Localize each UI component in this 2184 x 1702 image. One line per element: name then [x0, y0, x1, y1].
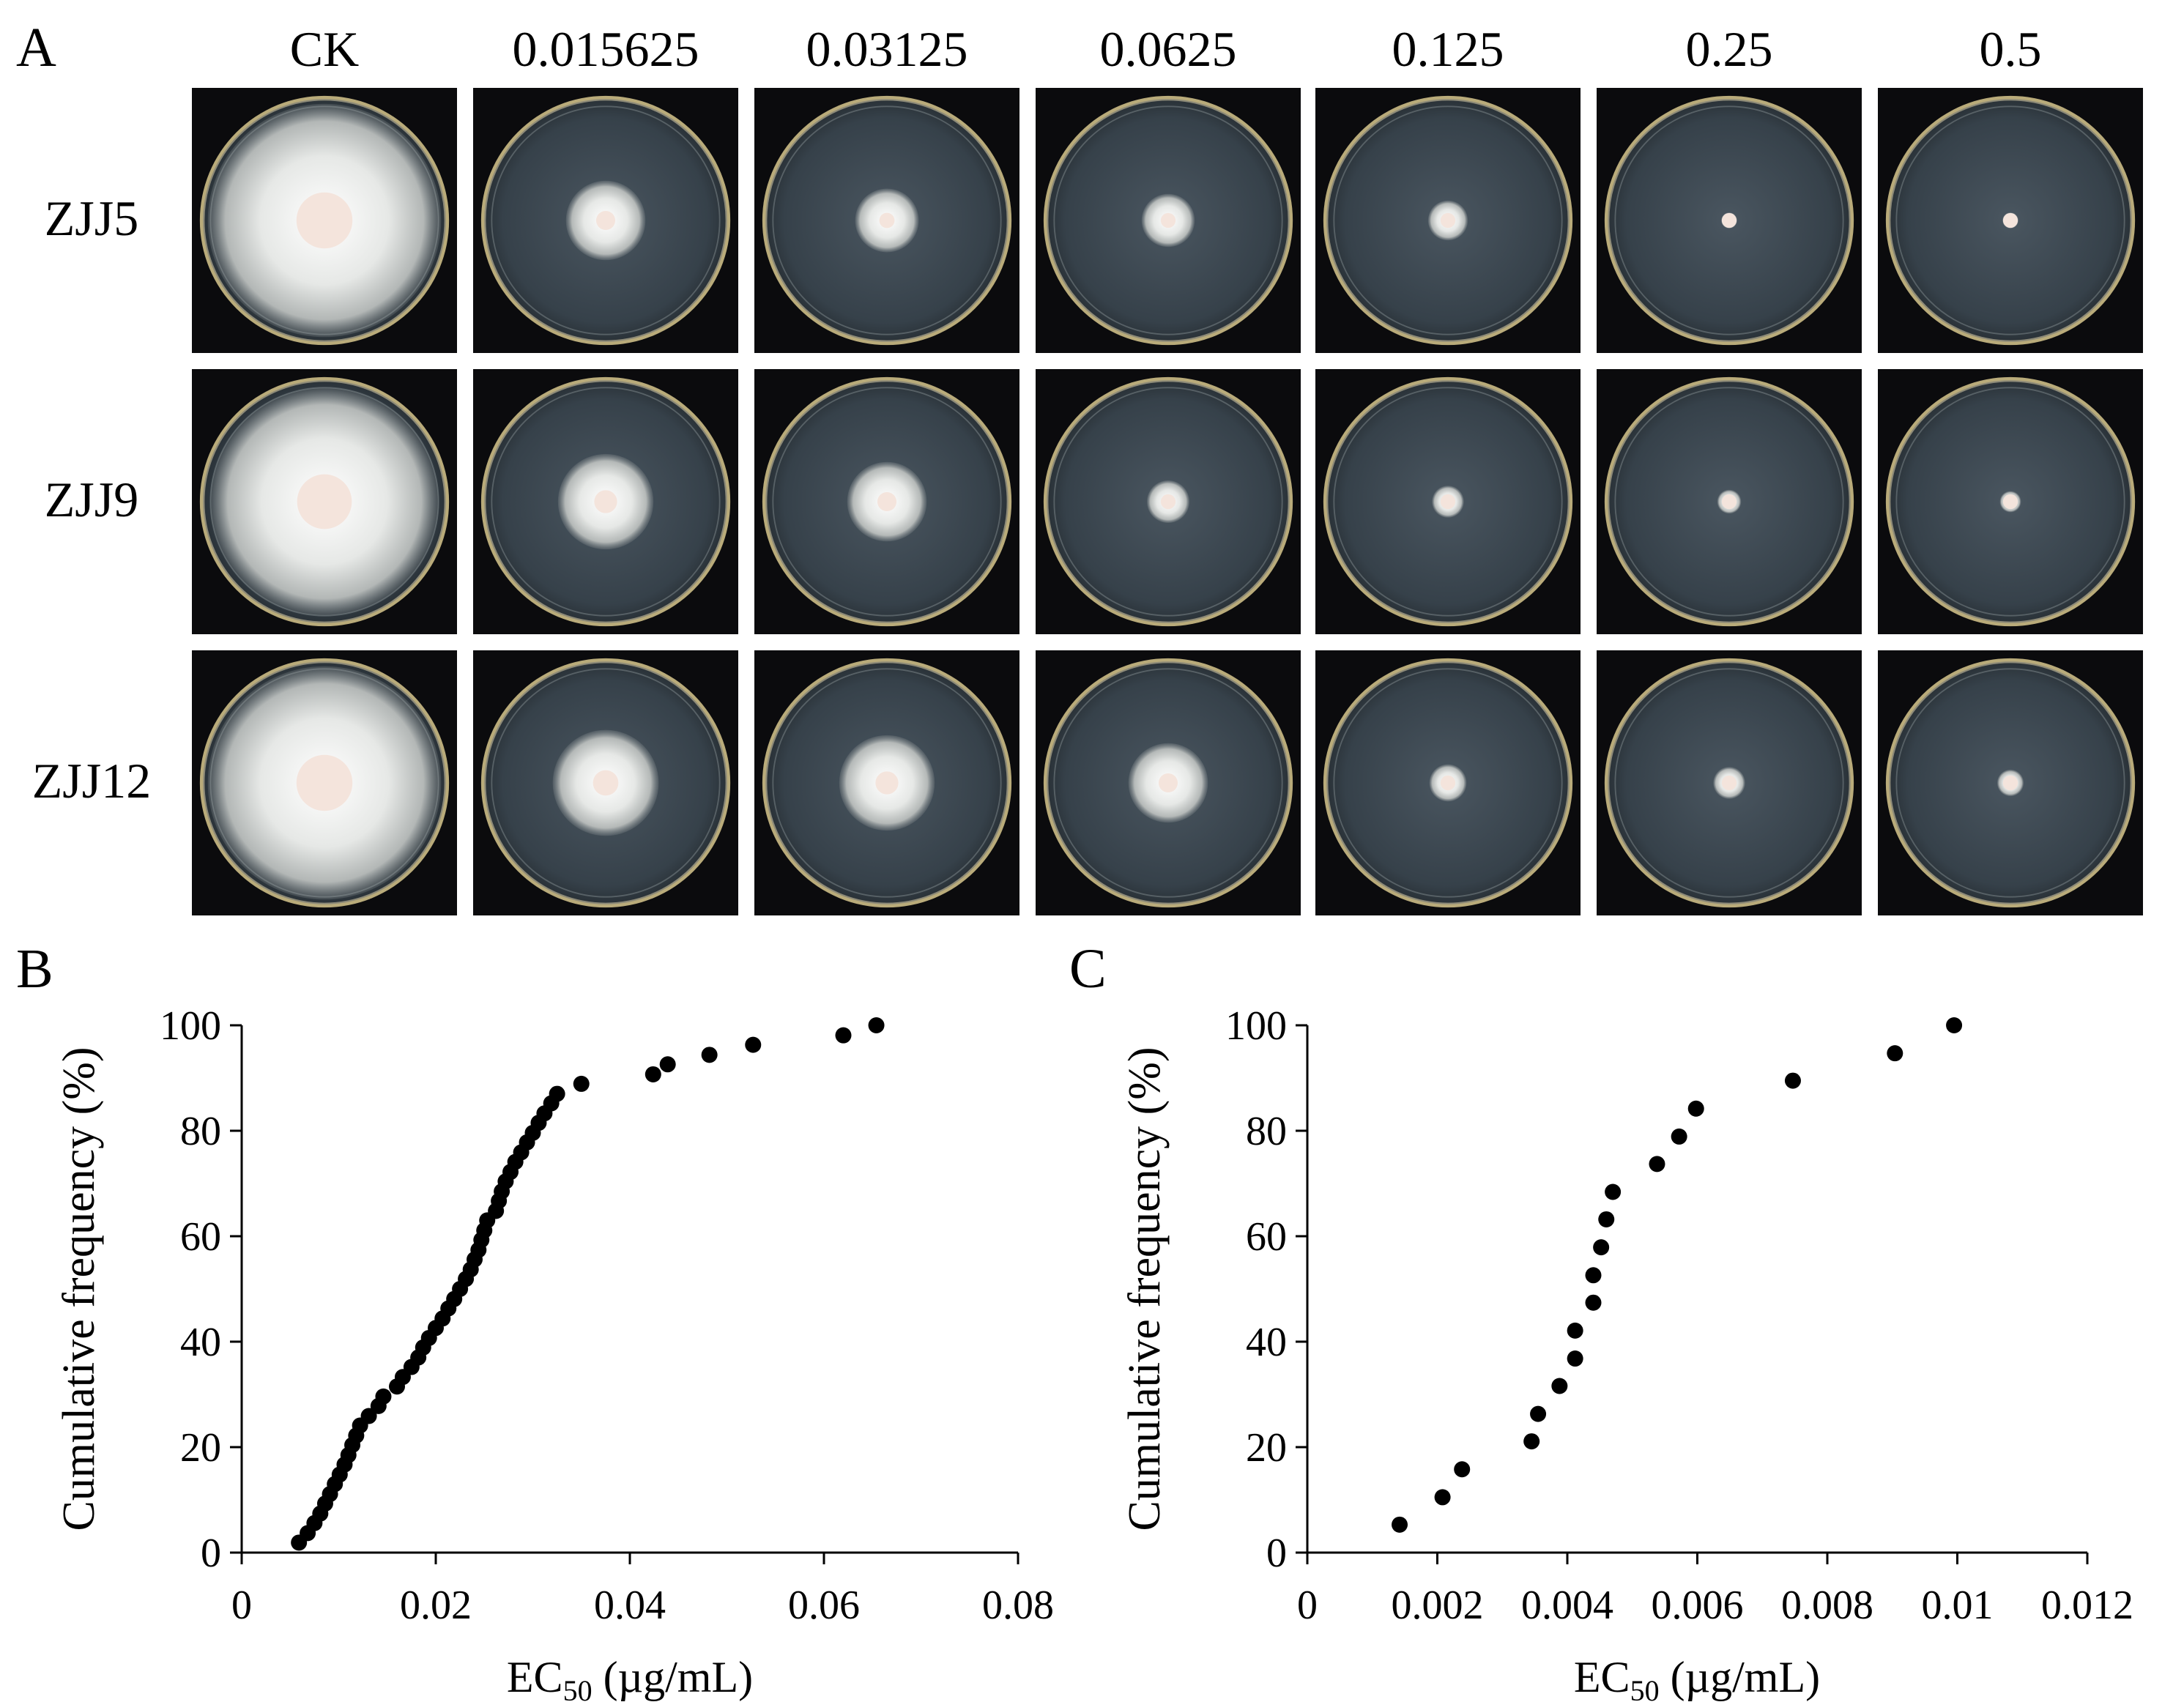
x-axis-label: EC50 (µg/mL): [1574, 1653, 1820, 1702]
y-tick-label: 20: [180, 1425, 221, 1471]
data-point: [573, 1075, 590, 1092]
y-tick-label: 40: [1246, 1320, 1287, 1365]
data-point: [835, 1027, 852, 1044]
data-point: [1887, 1045, 1903, 1062]
petri-dish-photo: [1597, 88, 1862, 353]
y-tick-label: 80: [180, 1109, 221, 1154]
y-tick-label: 40: [180, 1320, 221, 1365]
y-tick-label: 100: [160, 1003, 221, 1049]
y-axis-label: Cumulative frequency (%): [1120, 1047, 1170, 1531]
isolate-label: ZJJ5: [44, 190, 139, 246]
petri-dish-photo: [754, 88, 1019, 353]
petri-dish-photo: [754, 369, 1019, 634]
data-point: [659, 1056, 676, 1073]
x-tick-label: 0.012: [2041, 1583, 2133, 1628]
data-point: [1567, 1322, 1583, 1339]
concentration-label: 0.5: [1979, 21, 2042, 77]
concentration-label: 0.015625: [512, 21, 699, 77]
x-tick-label: 0.004: [1521, 1583, 1613, 1628]
data-point: [1585, 1267, 1602, 1284]
data-point: [1605, 1183, 1622, 1200]
petri-dish-photo: [1315, 88, 1581, 353]
petri-dish-photo: [1036, 650, 1301, 915]
x-tick-label: 0.008: [1781, 1583, 1873, 1628]
data-point: [1687, 1100, 1704, 1117]
y-tick-label: 0: [1266, 1531, 1287, 1576]
petri-dish-photo: [1597, 369, 1862, 634]
petri-dish-photo: [1315, 650, 1581, 915]
data-point: [745, 1036, 762, 1053]
data-point: [1585, 1294, 1602, 1311]
data-point: [1567, 1350, 1583, 1367]
isolate-label: ZJJ9: [44, 472, 139, 527]
concentration-label: 0.0625: [1099, 21, 1237, 77]
data-point: [1671, 1128, 1687, 1145]
data-point: [375, 1388, 392, 1405]
y-tick-label: 80: [1246, 1109, 1287, 1154]
x-tick-label: 0: [1297, 1583, 1318, 1628]
concentration-label: 0.125: [1392, 21, 1504, 77]
data-point: [1946, 1017, 1963, 1033]
panel-a-label: A: [16, 17, 56, 78]
petri-dish-photo: [1878, 369, 2143, 634]
data-point: [1551, 1378, 1568, 1394]
data-point: [1593, 1239, 1610, 1256]
data-point: [1784, 1072, 1801, 1089]
x-tick-label: 0.02: [400, 1583, 472, 1628]
x-tick-label: 0.002: [1392, 1583, 1484, 1628]
data-point: [1523, 1433, 1540, 1450]
data-point: [645, 1066, 661, 1082]
x-tick-label: 0.06: [788, 1583, 860, 1628]
x-tick-label: 0.08: [982, 1583, 1054, 1628]
x-axis-label: EC50 (µg/mL): [507, 1653, 753, 1702]
y-tick-label: 60: [1246, 1214, 1287, 1260]
concentration-label: 0.03125: [806, 21, 968, 77]
x-tick-label: 0: [231, 1583, 252, 1628]
y-axis-label: Cumulative frequency (%): [54, 1047, 104, 1531]
y-tick-label: 100: [1225, 1003, 1287, 1049]
y-tick-label: 60: [180, 1214, 221, 1260]
petri-dish-photo: [192, 650, 457, 915]
data-point: [1434, 1489, 1451, 1506]
data-point: [1649, 1156, 1665, 1173]
data-point: [868, 1017, 885, 1033]
petri-dish-photo: [754, 650, 1019, 915]
data-point: [1598, 1211, 1615, 1227]
petri-dish-photo: [473, 88, 738, 353]
data-point: [1454, 1461, 1471, 1478]
data-point: [701, 1047, 718, 1063]
concentration-label: CK: [289, 21, 360, 77]
x-tick-label: 0.006: [1652, 1583, 1744, 1628]
data-point: [360, 1408, 377, 1424]
petri-dish-photo: [192, 88, 457, 353]
petri-dish-photo: [1878, 650, 2143, 915]
petri-dish-photo: [1036, 88, 1301, 353]
y-tick-label: 0: [201, 1531, 221, 1576]
x-tick-label: 0.01: [1922, 1583, 1994, 1628]
petri-dish-photo: [1036, 369, 1301, 634]
data-point: [1392, 1516, 1408, 1533]
petri-dish-photo: [1315, 369, 1581, 634]
petri-dish-photo: [473, 650, 738, 915]
concentration-label: 0.25: [1685, 21, 1773, 77]
panel-c-label: C: [1069, 938, 1107, 1000]
petri-dish-photo: [192, 369, 457, 634]
data-point: [549, 1085, 565, 1102]
panel-b-label: B: [16, 938, 53, 1000]
petri-dish-photo: [1597, 650, 1862, 915]
isolate-label: ZJJ12: [31, 753, 152, 809]
petri-dish-photo: [473, 369, 738, 634]
y-tick-label: 20: [1246, 1425, 1287, 1471]
petri-dish-photo: [1878, 88, 2143, 353]
x-tick-label: 0.04: [594, 1583, 666, 1628]
data-point: [1530, 1405, 1547, 1422]
